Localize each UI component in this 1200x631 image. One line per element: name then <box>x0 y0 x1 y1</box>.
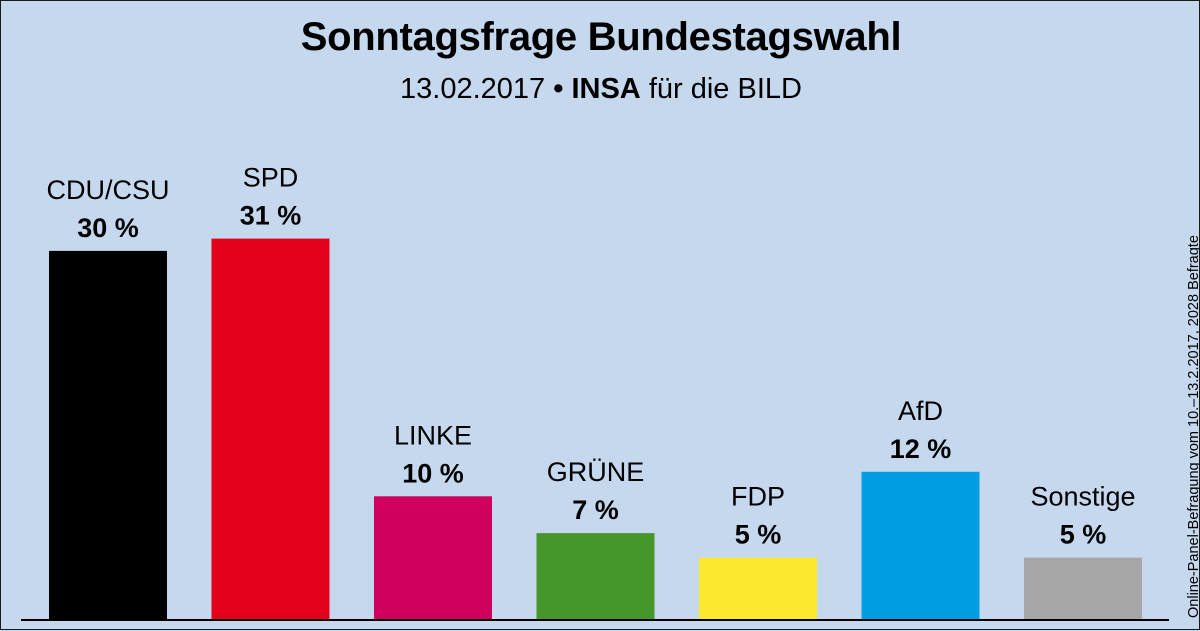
value-label-gruene: 7 % <box>572 495 619 525</box>
bar-sonstige <box>1024 557 1142 619</box>
category-label-cdu-csu: CDU/CSU <box>46 175 169 205</box>
chart-subtitle: 13.02.2017 • INSA für die BILD <box>1 73 1200 106</box>
chart-title: Sonntagsfrage Bundestagswahl <box>300 15 902 59</box>
bar-afd <box>861 471 980 619</box>
value-label-cdu-csu: 30 % <box>77 213 139 243</box>
bar-linke <box>374 496 492 619</box>
bar-fdp <box>699 557 817 619</box>
category-label-gruene: GRÜNE <box>547 457 645 487</box>
bar-cdu-csu <box>49 250 167 619</box>
poll-date: 13.02.2017 <box>400 73 546 105</box>
category-label-afd: AfD <box>898 396 943 426</box>
category-label-sonstige: Sonstige <box>1030 482 1135 512</box>
side-note: Online-Panel-Befragung vom 10.–13.2.2017… <box>1186 235 1200 618</box>
poll-client: für die BILD <box>648 73 802 105</box>
value-label-sonstige: 5 % <box>1060 520 1107 550</box>
subtitle-separator: • <box>553 73 564 105</box>
value-label-afd: 12 % <box>890 434 952 464</box>
bar-spd <box>211 238 330 619</box>
category-label-spd: SPD <box>243 163 299 193</box>
category-label-linke: LINKE <box>394 420 472 450</box>
category-label-fdp: FDP <box>731 482 785 512</box>
value-label-spd: 31 % <box>240 201 302 231</box>
value-label-linke: 10 % <box>402 458 464 488</box>
poll-institute: INSA <box>571 73 641 105</box>
value-label-fdp: 5 % <box>735 520 782 550</box>
bar-gruene <box>536 533 655 619</box>
